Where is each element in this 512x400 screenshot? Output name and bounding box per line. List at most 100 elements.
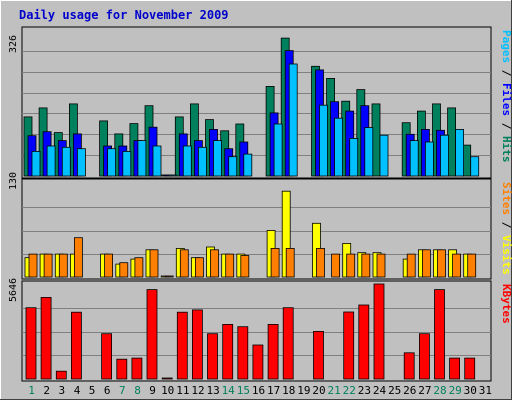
bar-kbytes-day-7 xyxy=(116,358,128,380)
bar-kbytes-day-3 xyxy=(55,370,67,380)
bar-sites-day-7 xyxy=(119,262,129,278)
bar-sites-day-9 xyxy=(149,249,159,278)
bar-pages-day-4 xyxy=(77,148,86,177)
bar-pages-day-3 xyxy=(61,146,71,177)
legend-item: Files xyxy=(500,83,512,116)
bar-sites-day-8 xyxy=(134,257,144,278)
bar-sites-day-20 xyxy=(316,247,325,278)
day-label: 14 xyxy=(222,384,236,397)
bar-kbytes-day-10 xyxy=(161,377,173,380)
bar-kbytes-day-15 xyxy=(237,326,249,380)
bar-kbytes-day-27 xyxy=(418,333,430,380)
y-max-label: 5646 xyxy=(8,278,19,302)
day-label: 31 xyxy=(479,384,492,397)
bar-pages-day-7 xyxy=(122,150,132,177)
bar-sites-day-26 xyxy=(406,253,416,278)
bar-kbytes-day-16 xyxy=(252,344,264,380)
day-label: 26 xyxy=(403,384,416,397)
day-label: 8 xyxy=(134,384,141,397)
bar-sites-day-30 xyxy=(467,253,477,278)
legend-item: / xyxy=(500,63,512,83)
day-label: 15 xyxy=(237,384,250,397)
day-label: 21 xyxy=(327,384,340,397)
day-label: 17 xyxy=(267,384,280,397)
bar-pages-day-23 xyxy=(364,127,374,177)
legend-item: Visits xyxy=(500,235,512,275)
bar-pages-day-2 xyxy=(46,145,56,177)
y-max-label: 326 xyxy=(8,35,19,53)
bar-kbytes-day-18 xyxy=(282,307,294,380)
bar-pages-day-26 xyxy=(409,140,419,177)
bar-pages-day-24 xyxy=(379,134,389,177)
day-label: 23 xyxy=(358,384,371,397)
bar-sites-day-15 xyxy=(240,255,250,278)
bar-kbytes-day-4 xyxy=(71,311,82,380)
day-label: 10 xyxy=(161,384,174,397)
bar-pages-day-8 xyxy=(137,140,147,177)
bar-hits-day-24 xyxy=(371,103,381,177)
bar-kbytes-day-11 xyxy=(176,311,188,380)
bar-sites-day-22 xyxy=(346,253,356,278)
bar-kbytes-day-17 xyxy=(267,323,279,380)
bar-kbytes-day-26 xyxy=(403,352,415,380)
bar-sites-day-28 xyxy=(437,249,446,278)
day-label: 25 xyxy=(388,384,401,397)
legend-item: / xyxy=(500,116,512,136)
bar-sites-day-10 xyxy=(164,275,174,278)
bar-kbytes-day-28 xyxy=(434,289,445,380)
bar-pages-day-22 xyxy=(349,137,359,177)
day-label: 30 xyxy=(464,384,477,397)
day-label: 9 xyxy=(149,384,156,397)
bar-pages-day-14 xyxy=(228,156,238,177)
bar-sites-day-21 xyxy=(331,253,341,278)
bar-pages-day-29 xyxy=(455,128,465,177)
chart-title: Daily usage for November 2009 xyxy=(19,8,229,22)
day-label: 27 xyxy=(418,384,431,397)
bar-kbytes-day-30 xyxy=(464,357,476,380)
bar-kbytes-day-12 xyxy=(191,309,203,380)
bar-kbytes-day-8 xyxy=(131,357,143,380)
legend-item: / xyxy=(500,215,512,235)
bar-sites-day-29 xyxy=(452,253,462,278)
bar-pages-day-12 xyxy=(197,146,207,177)
day-label: 2 xyxy=(43,384,50,397)
bar-sites-day-3 xyxy=(58,253,68,278)
bar-kbytes-day-20 xyxy=(313,330,324,380)
bar-pages-day-28 xyxy=(440,134,449,177)
bar-kbytes-day-13 xyxy=(207,333,218,380)
day-label: 12 xyxy=(191,384,204,397)
day-label: 13 xyxy=(206,384,219,397)
bar-pages-day-30 xyxy=(470,156,480,177)
bar-pages-day-10 xyxy=(167,174,177,177)
bar-pages-day-18 xyxy=(288,63,298,177)
day-label: 3 xyxy=(58,384,65,397)
day-label: 6 xyxy=(104,384,111,397)
panel-top: 326 Pages / Files / Hits xyxy=(8,26,512,179)
bar-sites-day-23 xyxy=(361,253,371,278)
panel-bottom: 5646 KBytes xyxy=(8,278,512,382)
day-label: 18 xyxy=(282,384,295,397)
y-max-label: 130 xyxy=(8,172,19,190)
bar-pages-day-6 xyxy=(107,148,116,177)
legend-item: Sites xyxy=(500,182,512,215)
bar-pages-day-9 xyxy=(152,145,162,177)
bar-sites-day-17 xyxy=(270,247,280,278)
day-label: 1 xyxy=(28,384,35,397)
day-label: 16 xyxy=(252,384,265,397)
panel-middle: 130 Sites / Visits xyxy=(8,172,512,280)
day-label: 22 xyxy=(343,384,356,397)
bar-kbytes-day-29 xyxy=(449,357,461,380)
bar-pages-day-21 xyxy=(334,117,344,177)
series-legend: KBytes xyxy=(500,284,512,324)
bar-kbytes-day-6 xyxy=(101,333,112,380)
bar-sites-day-6 xyxy=(104,253,113,278)
series-legend: Sites / Visits xyxy=(500,182,512,275)
bar-pages-day-27 xyxy=(424,141,434,177)
legend-item: Hits xyxy=(500,136,512,163)
bar-sites-day-12 xyxy=(194,257,204,278)
bar-pages-day-15 xyxy=(243,153,253,177)
day-label: 7 xyxy=(119,384,126,397)
bar-kbytes-day-23 xyxy=(358,304,370,380)
bar-kbytes-day-24 xyxy=(373,283,385,380)
